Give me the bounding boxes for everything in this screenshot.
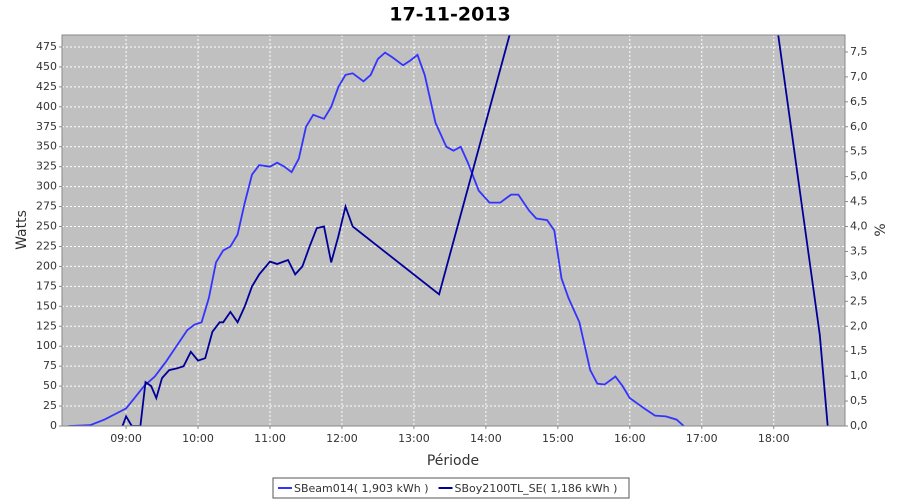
y2-tick-label: 0,0 <box>850 419 868 432</box>
y-tick-label: 225 <box>36 239 57 252</box>
y-tick-label: 300 <box>36 180 57 193</box>
x-tick-label: 14:00 <box>470 432 502 445</box>
series-line <box>121 35 829 426</box>
y-tick-label: 50 <box>43 379 57 392</box>
y-tick-label: 275 <box>36 200 57 213</box>
x-tick-label: 13:00 <box>398 432 430 445</box>
y-tick-label: 475 <box>36 40 57 53</box>
y-tick-label: 250 <box>36 220 57 233</box>
y2-tick-label: 2,5 <box>850 294 868 307</box>
y-tick-label: 325 <box>36 160 57 173</box>
x-tick-label: 15:00 <box>542 432 574 445</box>
x-tick-label: 11:00 <box>254 432 286 445</box>
x-tick-label: 17:00 <box>686 432 718 445</box>
y-tick-label: 425 <box>36 80 57 93</box>
y2-tick-label: 0,5 <box>850 394 868 407</box>
y-tick-label: 150 <box>36 299 57 312</box>
y2-tick-label: 4,0 <box>850 220 868 233</box>
y-tick-label: 25 <box>43 399 57 412</box>
y2-tick-label: 5,5 <box>850 145 868 158</box>
y2-axis-label: % <box>873 223 889 236</box>
y2-tick-label: 2,0 <box>850 319 868 332</box>
y-tick-label: 350 <box>36 140 57 153</box>
y-tick-label: 0 <box>50 419 57 432</box>
x-tick-label: 16:00 <box>614 432 646 445</box>
x-axis-label: Période <box>427 453 479 469</box>
y-tick-label: 75 <box>43 359 57 372</box>
grid <box>62 35 845 427</box>
y-tick-label: 175 <box>36 279 57 292</box>
y-axis-label: Watts <box>14 210 30 250</box>
y2-tick-label: 6,0 <box>850 120 868 133</box>
legend-label: SBoy2100TL_SE( 1,186 kWh ) <box>455 482 618 495</box>
y2-tick-label: 7,5 <box>850 45 868 58</box>
y2-tick-label: 5,0 <box>850 170 868 183</box>
series-line <box>68 51 685 426</box>
plot-area <box>62 35 845 426</box>
y2-tick-label: 3,0 <box>850 269 868 282</box>
x-tick-label: 12:00 <box>326 432 358 445</box>
y-tick-label: 375 <box>36 120 57 133</box>
x-tick-label: 10:00 <box>182 432 214 445</box>
y-tick-label: 100 <box>36 339 57 352</box>
y2-tick-label: 3,5 <box>850 244 868 257</box>
y2-tick-label: 1,0 <box>850 369 868 382</box>
chart-title: 17-11-2013 <box>389 4 511 26</box>
y2-tick-label: 6,5 <box>850 95 868 108</box>
y-tick-label: 400 <box>36 100 57 113</box>
y2-tick-label: 1,5 <box>850 344 868 357</box>
y-tick-label: 200 <box>36 259 57 272</box>
y-tick-label: 125 <box>36 319 57 332</box>
lines <box>68 35 829 426</box>
y-tick-label: 450 <box>36 60 57 73</box>
x-tick-label: 09:00 <box>110 432 142 445</box>
plot-border <box>61 34 846 427</box>
x-tick-label: 18:00 <box>758 432 790 445</box>
y2-tick-label: 7,0 <box>850 70 868 83</box>
y2-tick-label: 4,5 <box>850 195 868 208</box>
legend-label: SBeam014( 1,903 kWh ) <box>294 482 429 495</box>
